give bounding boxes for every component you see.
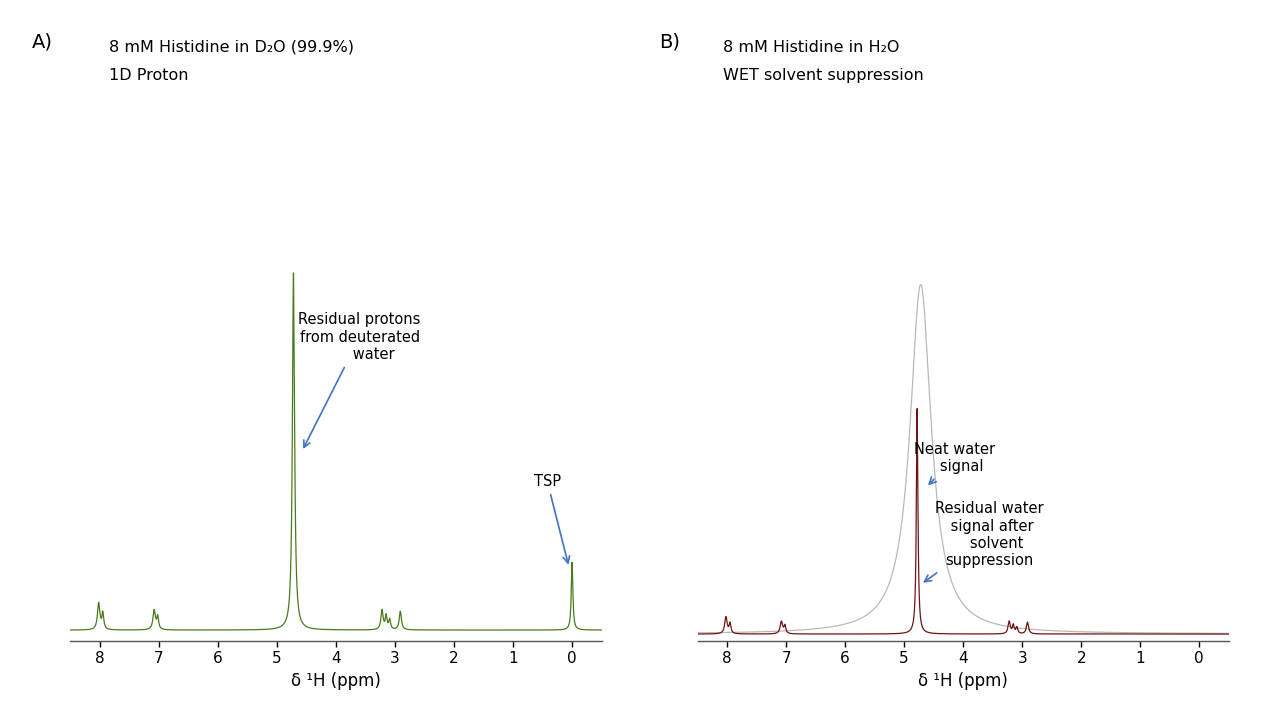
X-axis label: δ ¹H (ppm): δ ¹H (ppm) — [291, 672, 381, 690]
X-axis label: δ ¹H (ppm): δ ¹H (ppm) — [918, 672, 1009, 690]
Text: TSP: TSP — [534, 474, 570, 563]
Text: WET solvent suppression: WET solvent suppression — [723, 68, 924, 84]
Text: A): A) — [32, 32, 52, 51]
Text: 8 mM Histidine in D₂O (99.9%): 8 mM Histidine in D₂O (99.9%) — [109, 40, 353, 55]
Text: B): B) — [659, 32, 680, 51]
Text: Residual water
 signal after
   solvent
suppression: Residual water signal after solvent supp… — [924, 501, 1044, 582]
Text: 1D Proton: 1D Proton — [109, 68, 188, 84]
Text: Residual protons
from deuterated
      water: Residual protons from deuterated water — [298, 312, 421, 447]
Text: Neat water
   signal: Neat water signal — [914, 442, 995, 484]
Text: 8 mM Histidine in H₂O: 8 mM Histidine in H₂O — [723, 40, 900, 55]
